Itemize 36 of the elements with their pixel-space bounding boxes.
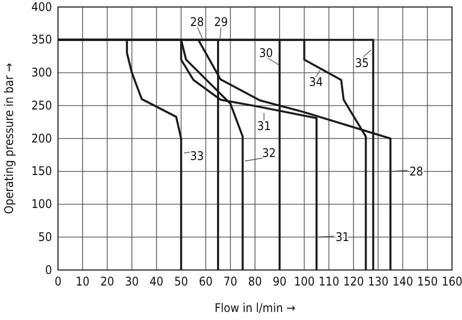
- x-tick-label: 10: [76, 274, 90, 289]
- y-tick-label: 150: [31, 164, 52, 178]
- y-tick-label: 200: [31, 131, 52, 146]
- x-tick-label: 130: [368, 274, 389, 289]
- series-label: 35: [355, 56, 369, 70]
- series-label: 28: [190, 15, 204, 29]
- series-label: 33: [190, 149, 204, 163]
- series-label: 30: [259, 46, 273, 60]
- series-label: 31: [257, 119, 271, 133]
- x-tick-label: 70: [224, 274, 238, 289]
- series-label: 32: [262, 146, 276, 160]
- x-tick-label: 0: [54, 274, 62, 289]
- x-tick-label: 110: [318, 274, 340, 289]
- x-tick-label: 160: [442, 274, 462, 289]
- x-tick-label: 120: [343, 274, 364, 289]
- x-axis-title: Flow in l/min →: [214, 301, 296, 315]
- x-tick-label: 100: [294, 274, 315, 289]
- y-tick-label: 250: [31, 98, 52, 112]
- y-tick-label: 0: [45, 262, 52, 277]
- series-label: 34: [309, 75, 323, 89]
- y-tick-label: 100: [31, 197, 52, 212]
- y-tick-label: 300: [31, 66, 52, 80]
- x-tick-label: 90: [272, 274, 287, 289]
- x-tick-label: 140: [392, 274, 414, 289]
- x-tick-label: 50: [174, 274, 188, 289]
- y-axis-title: Operating pressure in bar →: [2, 62, 16, 214]
- y-tick-label: 50: [38, 230, 52, 244]
- y-tick-label: 350: [31, 32, 52, 47]
- x-tick-label: 60: [198, 274, 213, 289]
- x-tick-label: 150: [417, 274, 438, 289]
- x-tick-label: 40: [150, 274, 164, 289]
- x-tick-label: 80: [248, 274, 262, 289]
- series-label: 29: [214, 15, 228, 29]
- x-tick-label: 30: [125, 274, 139, 289]
- y-tick-label: 400: [31, 0, 52, 14]
- x-tick-label: 20: [100, 274, 114, 289]
